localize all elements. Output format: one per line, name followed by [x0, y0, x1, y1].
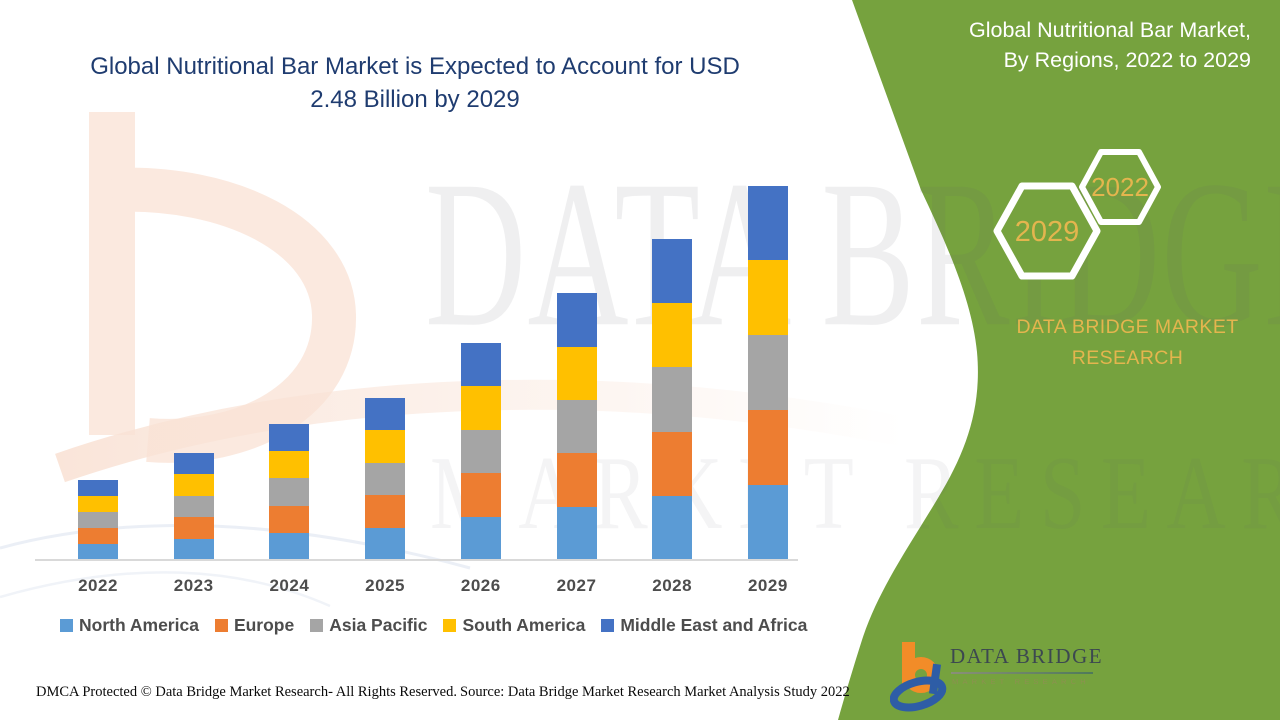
bar-segment-2028-north-america [652, 495, 693, 560]
company-logo-name: DATA BRIDGE [950, 644, 1104, 668]
legend-swatch [443, 619, 457, 632]
bar-segment-2029-middle-east-and-africa [747, 185, 788, 261]
bar-segment-2026-asia-pacific [460, 429, 501, 474]
bar-segment-2025-middle-east-and-africa [365, 397, 406, 431]
hexagon-2029-label: 2029 [1015, 216, 1080, 248]
green-side-panel [838, 0, 1280, 720]
side-panel-title: Global Nutritional Bar Market, By Region… [969, 15, 1251, 75]
legend-item-middle-east-and-africa: Middle East and Africa [601, 615, 807, 636]
hexagon-2029-badge: 2029 [993, 182, 1101, 280]
bar-segment-2023-south-america [173, 474, 214, 496]
x-axis-label-2028: 2028 [652, 576, 693, 595]
bar-segment-2024-south-america [269, 451, 310, 479]
bar-segment-2022-europe [78, 527, 118, 544]
bar-segment-2024-middle-east-and-africa [269, 424, 310, 452]
bar-segment-2025-south-america [365, 430, 406, 463]
bar-segment-2027-south-america [556, 346, 597, 401]
legend-label: Asia Pacific [329, 615, 428, 635]
x-axis-label-2022: 2022 [78, 576, 118, 595]
bar-segment-2023-middle-east-and-africa [173, 452, 214, 475]
chart-title-line2: 2.48 Billion by 2029 [310, 86, 520, 113]
bar-segment-2028-asia-pacific [652, 367, 693, 432]
company-logo-icon [890, 642, 947, 712]
bar-segment-2027-north-america [556, 506, 597, 560]
legend-swatch [214, 619, 228, 632]
brand-wordmark-line1: DATA BRIDGE MARKET [1016, 316, 1239, 338]
brand-wordmark: DATA BRIDGE MARKET RESEARCH [990, 312, 1265, 374]
company-logo-underline [951, 672, 1093, 674]
x-axis-label-2029: 2029 [747, 576, 788, 595]
source-note: Source: Data Bridge Market Research Mark… [460, 684, 850, 700]
side-panel-title-line1: Global Nutritional Bar Market, [969, 18, 1251, 42]
bar-segment-2029-south-america [747, 260, 788, 336]
company-logo-tagline: MARKET RESEARCH [952, 677, 1090, 686]
legend-swatch [310, 619, 324, 632]
legend-label: South America [462, 615, 586, 635]
bar-segment-2027-asia-pacific [556, 400, 597, 454]
bar-segment-2026-south-america [460, 386, 501, 430]
bar-segment-2026-middle-east-and-africa [460, 342, 501, 387]
legend-item-europe: Europe [214, 615, 295, 636]
hexagon-2022-badge: 2022 [1079, 149, 1161, 225]
hexagon-2022-label: 2022 [1091, 172, 1149, 202]
legend-item-asia-pacific: Asia Pacific [310, 615, 427, 636]
legend-label: Europe [233, 615, 295, 635]
bar-segment-2024-north-america [269, 532, 310, 560]
x-axis-label-2025: 2025 [365, 576, 405, 595]
bar-segment-2026-north-america [460, 516, 501, 560]
bar-segment-2029-europe [747, 410, 788, 486]
legend-label: Middle East and Africa [620, 615, 808, 635]
x-axis-label-2023: 2023 [173, 576, 214, 595]
wave-watermark [0, 523, 471, 608]
company-logo: DATA BRIDGE MARKET RESEARCH [890, 634, 1110, 714]
bar-segment-2029-asia-pacific [747, 335, 788, 411]
bar-segment-2022-north-america [78, 543, 118, 560]
chart-title: Global Nutritional Bar Market is Expecte… [55, 50, 775, 116]
bar-segment-2027-europe [556, 453, 597, 507]
bar-segment-2025-north-america [365, 527, 406, 560]
bar-segment-2028-south-america [652, 303, 693, 368]
bar-segment-2027-middle-east-and-africa [556, 293, 597, 347]
bar-segment-2028-europe [652, 431, 693, 496]
bar-segment-2023-europe [173, 517, 214, 539]
bar-segment-2024-europe [269, 505, 310, 533]
bar-segment-2022-middle-east-and-africa [78, 479, 118, 496]
legend-item-north-america: North America [60, 615, 199, 636]
legend-item-south-america: South America [443, 615, 585, 636]
bar-segment-2023-asia-pacific [173, 495, 214, 518]
legend-swatch [60, 619, 73, 632]
bar-segment-2024-asia-pacific [269, 478, 310, 506]
bar-segment-2025-europe [365, 495, 406, 528]
x-axis-label-2026: 2026 [460, 576, 501, 595]
bar-segment-2026-europe [460, 473, 501, 517]
bar-segment-2022-south-america [78, 495, 118, 512]
bar-segment-2022-asia-pacific [78, 511, 118, 528]
brand-wordmark-line2: RESEARCH [1071, 347, 1184, 369]
bar-segment-2023-north-america [173, 538, 214, 560]
year-hexagon-badges: 2022 2029 [993, 149, 1161, 280]
chart-legend: North America Europe Asia Pacific South Ame… [60, 615, 807, 636]
x-axis-label-2024: 2024 [269, 576, 310, 595]
bar-segment-2029-north-america [747, 485, 788, 560]
bar-segment-2028-middle-east-and-africa [652, 239, 693, 304]
legend-label: North America [79, 615, 199, 635]
side-panel-title-line2: By Regions, 2022 to 2029 [1003, 48, 1251, 72]
chart-title-line1: Global Nutritional Bar Market is Expecte… [90, 53, 740, 80]
x-axis-line [35, 559, 798, 561]
bar-segment-2025-asia-pacific [365, 462, 406, 496]
legend-swatch [601, 619, 615, 632]
x-axis-label-2027: 2027 [556, 576, 597, 595]
dmca-notice: DMCA Protected © Data Bridge Market Rese… [36, 684, 457, 700]
